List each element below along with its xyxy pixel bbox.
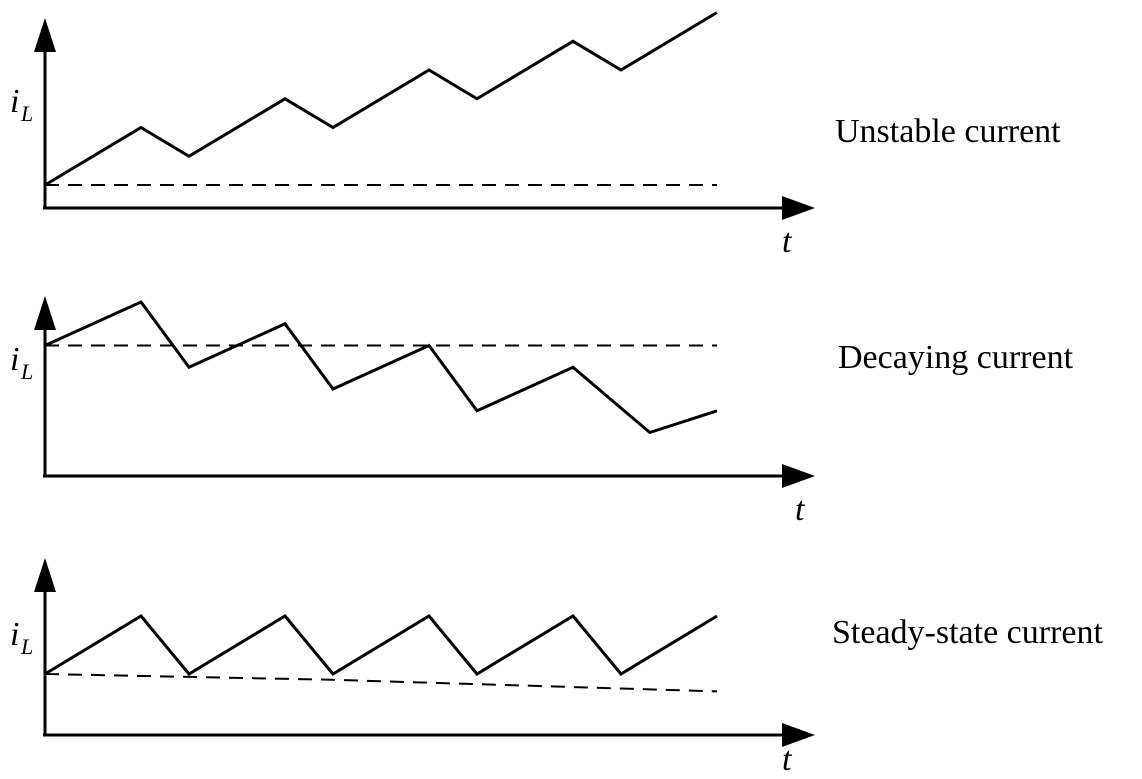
x-axis-symbol: t — [782, 223, 793, 260]
panel-steady-state: i L t Steady-state current — [10, 558, 1103, 778]
current-waveform — [44, 300, 718, 435]
reference-line — [44, 673, 718, 693]
panel-label: Unstable current — [835, 113, 1061, 150]
y-axis-subscript: L — [20, 359, 33, 384]
panel-label: Decaying current — [838, 339, 1074, 376]
panel-decaying: i L t Decaying current — [10, 296, 1074, 528]
y-axis-arrow — [34, 18, 56, 52]
x-axis-arrow — [782, 464, 815, 488]
x-axis-arrow — [782, 196, 815, 220]
x-axis-arrow — [782, 723, 815, 747]
panel-label: Steady-state current — [832, 614, 1103, 651]
y-axis-symbol: i — [10, 341, 19, 378]
current-waveform — [44, 11, 718, 187]
x-axis-symbol: t — [795, 491, 806, 528]
y-axis-subscript: L — [20, 634, 33, 659]
x-axis-symbol: t — [782, 741, 793, 778]
y-axis-arrow — [34, 296, 56, 330]
current-waveform — [44, 614, 718, 676]
y-axis-symbol: i — [10, 83, 19, 120]
y-axis-arrow — [34, 558, 56, 592]
y-axis-symbol: i — [10, 616, 19, 653]
panel-unstable: i L t Unstable current — [10, 11, 1061, 260]
y-axis-subscript: L — [20, 101, 33, 126]
